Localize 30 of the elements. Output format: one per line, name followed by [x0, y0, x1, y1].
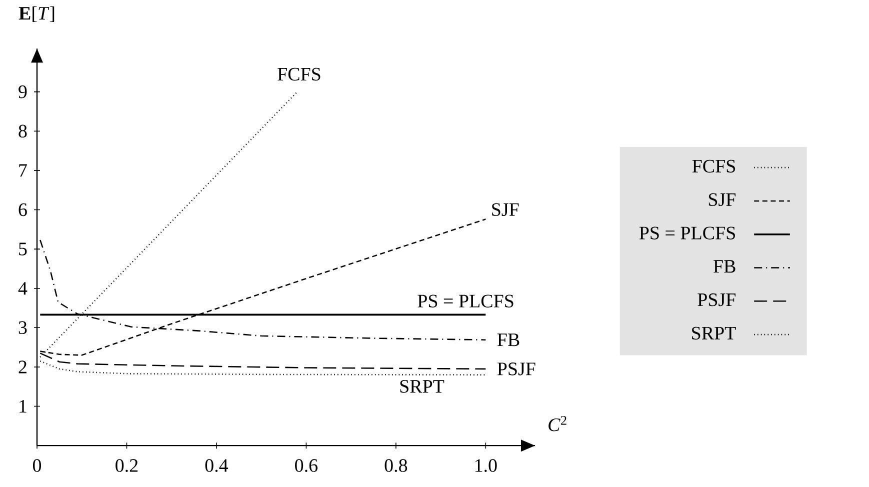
x-tick-label: 1.0 [475, 459, 497, 472]
legend-label: SJF [708, 193, 736, 206]
y-tick-label: 4 [18, 282, 28, 295]
y-tick-label: 6 [18, 204, 27, 216]
y-tick-label: 3 [18, 321, 27, 334]
y-tick-label: 9 [18, 86, 27, 98]
legend-label: PSJF [698, 294, 736, 306]
y-tick-label: 7 [19, 164, 27, 177]
y-tick-label: 8 [18, 124, 27, 138]
text: SJF [492, 203, 519, 216]
y-axis-title: E[T] [18, 6, 54, 22]
y-tick-label: 2 [18, 360, 26, 374]
text: PSJF [497, 362, 536, 376]
legend-label: SRPT [692, 327, 736, 340]
text: FCFS [278, 68, 320, 81]
x-axis-title: C$^{2}$ [548, 416, 566, 432]
x-tick-label: 0.6 [295, 459, 318, 472]
text: SRPT [400, 380, 444, 393]
x-tick-label: 0.4 [205, 459, 228, 472]
x-tick-label: 0.2 [116, 459, 138, 472]
text: FB [497, 334, 520, 346]
x-tick-label: 0.8 [384, 459, 408, 472]
legend-label: FB [714, 260, 736, 273]
text: PS = PLCFS [418, 294, 514, 308]
legend-label: FCFS [692, 160, 735, 173]
y-tick-label: 5 [19, 242, 27, 256]
y-tick-label: 1 [20, 400, 26, 413]
legend-label: PS = PLCFS [639, 226, 735, 240]
line-series [40, 360, 486, 376]
x-tick-label: 0 [32, 459, 42, 472]
